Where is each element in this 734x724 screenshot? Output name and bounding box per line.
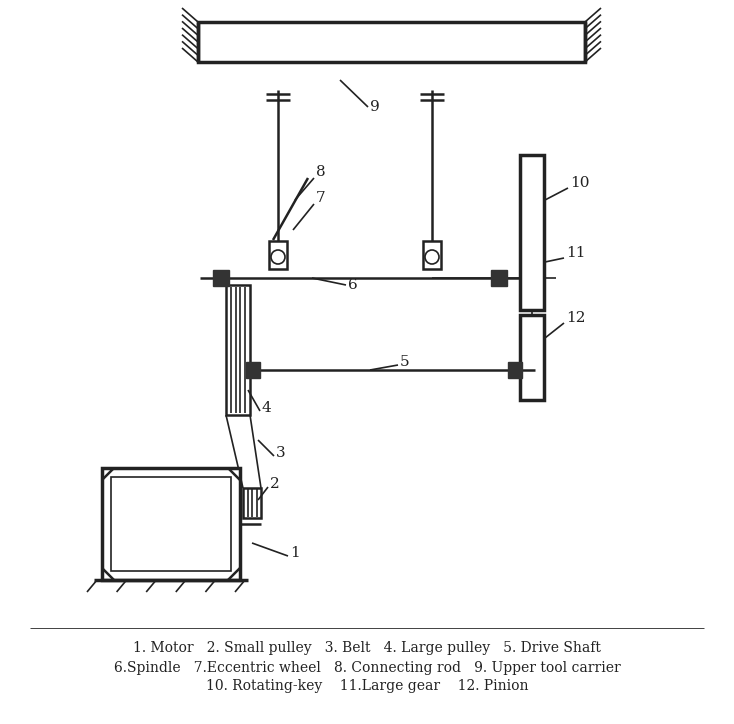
Text: 3: 3 bbox=[276, 446, 286, 460]
Text: 8: 8 bbox=[316, 165, 326, 179]
Bar bbox=[213, 270, 229, 286]
Text: 12: 12 bbox=[566, 311, 586, 325]
Text: 6.Spindle   7.Eccentric wheel   8. Connecting rod   9. Upper tool carrier: 6.Spindle 7.Eccentric wheel 8. Connectin… bbox=[114, 661, 620, 675]
Bar bbox=[491, 270, 507, 286]
Text: 7: 7 bbox=[316, 191, 326, 205]
Bar bbox=[226, 285, 250, 415]
Bar bbox=[508, 362, 522, 378]
Text: 6: 6 bbox=[348, 278, 357, 292]
Bar bbox=[520, 315, 544, 400]
Text: 9: 9 bbox=[370, 100, 379, 114]
Text: 10: 10 bbox=[570, 176, 589, 190]
Bar bbox=[198, 22, 585, 62]
Text: 11: 11 bbox=[566, 246, 586, 260]
Text: 1. Motor   2. Small pulley   3. Belt   4. Large pulley   5. Drive Shaft: 1. Motor 2. Small pulley 3. Belt 4. Larg… bbox=[133, 641, 601, 655]
Text: 10. Rotating-key    11.Large gear    12. Pinion: 10. Rotating-key 11.Large gear 12. Pinio… bbox=[206, 679, 528, 693]
Bar bbox=[246, 362, 260, 378]
Bar bbox=[111, 477, 231, 571]
Text: 4: 4 bbox=[262, 401, 272, 415]
Bar bbox=[102, 468, 240, 580]
Text: 1: 1 bbox=[290, 546, 299, 560]
Text: 5: 5 bbox=[400, 355, 410, 369]
Bar bbox=[269, 241, 287, 269]
Text: 2: 2 bbox=[270, 477, 280, 491]
Bar bbox=[423, 241, 441, 269]
Bar bbox=[243, 488, 261, 518]
Bar bbox=[520, 155, 544, 310]
